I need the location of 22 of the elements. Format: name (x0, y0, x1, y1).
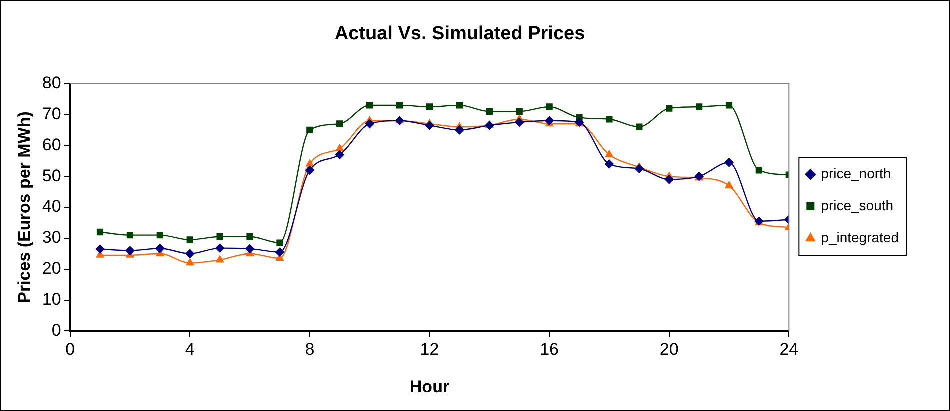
y-tick-label: 0 (52, 320, 62, 340)
y-tick-label: 60 (42, 135, 62, 154)
x-tick-label: 12 (420, 340, 440, 360)
x-axis-title: Hour (410, 377, 450, 396)
legend-label: price_north (821, 165, 892, 182)
y-tick-label: 10 (42, 290, 62, 309)
y-axis-title: Prices (Euros per MWh) (14, 112, 34, 304)
y-tick-label: 20 (42, 259, 62, 278)
x-tick-label: 24 (780, 340, 799, 360)
y-tick-label: 40 (42, 197, 62, 216)
x-tick-label: 20 (660, 340, 679, 360)
y-tick-label: 30 (42, 228, 62, 248)
legend-label: price_south (821, 197, 894, 214)
y-tick-label: 50 (42, 166, 62, 186)
chart-title: Actual Vs. Simulated Prices (334, 24, 586, 45)
x-tick-label: 0 (66, 340, 76, 360)
x-tick-label: 4 (185, 340, 195, 360)
x-tick-label: 16 (540, 340, 560, 360)
x-tick-label: 8 (305, 340, 315, 360)
y-tick-label: 70 (42, 104, 62, 124)
y-tick-label: 80 (42, 73, 62, 92)
legend-label: p_integrated (821, 229, 900, 246)
